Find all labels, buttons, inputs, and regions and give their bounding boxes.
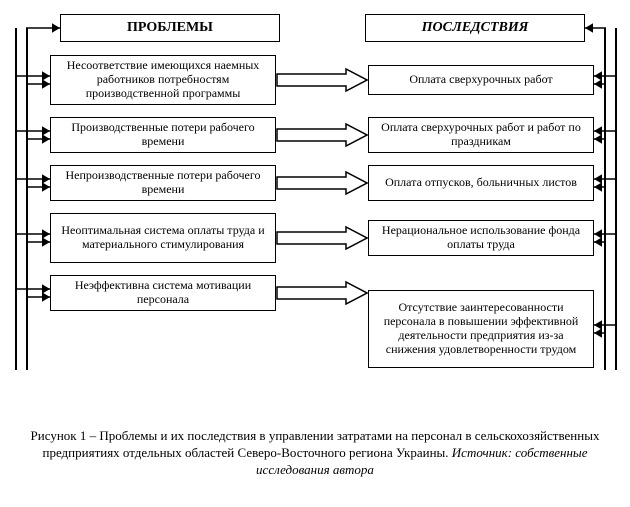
block-arrow-icon	[276, 122, 368, 148]
consequence-2: Оплата отпусков, больничных листов	[368, 165, 594, 201]
consequence-3: Нерациональное использование фонда оплат…	[368, 220, 594, 256]
block-arrow-icon	[276, 280, 368, 306]
header-consequences: ПОСЛЕДСТВИЯ	[365, 14, 585, 42]
block-arrow-icon	[276, 225, 368, 251]
problem-0: Несоответствие имеющихся наемных работни…	[50, 55, 276, 105]
problem-1: Производственные потери рабочего времени	[50, 117, 276, 153]
problem-3: Неоптимальная система оплаты труда и мат…	[50, 213, 276, 263]
header-problems: ПРОБЛЕМЫ	[60, 14, 280, 42]
bus-line	[15, 28, 17, 370]
problem-2: Непроизводственные потери рабочего време…	[50, 165, 276, 201]
block-arrow-icon	[276, 170, 368, 196]
bus-line	[615, 28, 617, 370]
block-arrow-icon	[276, 67, 368, 93]
bus-line	[26, 28, 28, 370]
diagram-canvas: ПРОБЛЕМЫ ПОСЛЕДСТВИЯ Несоответствие имеющи…	[0, 0, 630, 507]
figure-caption: Рисунок 1 – Проблемы и их последствия в …	[30, 428, 600, 479]
problem-4: Неэффективна система мотивации персонала	[50, 275, 276, 311]
bus-line	[604, 28, 606, 370]
consequence-4: Отсутствие заинтересованности персонала …	[368, 290, 594, 368]
consequence-1: Оплата сверхурочных работ и работ по пра…	[368, 117, 594, 153]
consequence-0: Оплата сверхурочных работ	[368, 65, 594, 95]
